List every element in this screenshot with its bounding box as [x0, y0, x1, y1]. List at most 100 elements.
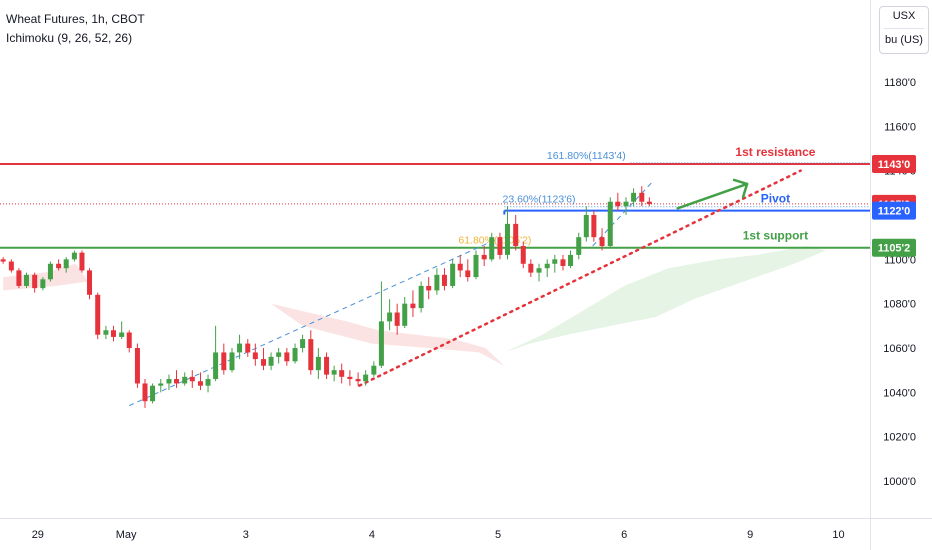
price-tick-label: 1060'0: [883, 343, 916, 355]
symbol-title[interactable]: Wheat Futures, 1h, CBOT: [6, 12, 145, 26]
candle-body-up: [505, 223, 510, 255]
candle-body-up: [292, 348, 298, 362]
candle-body-down: [426, 285, 432, 291]
time-axis[interactable]: 29 May 3 4 5 6 9 10: [0, 518, 932, 550]
candle-body-down: [16, 270, 22, 286]
annotations: 1st resistance Pivot 1st support: [735, 145, 815, 243]
time-tick-label: 4: [369, 529, 375, 541]
candle-body-down: [110, 330, 116, 337]
candle-body-up: [473, 254, 479, 278]
candle-body-up: [23, 274, 29, 286]
candle-body-up: [371, 365, 377, 375]
candle-body-up: [229, 352, 235, 371]
candle-body-up: [363, 374, 369, 382]
candle-body-up: [103, 330, 109, 335]
candle-body-down: [56, 263, 62, 269]
level-annotation-label: 1st resistance: [735, 145, 815, 159]
price-tag[interactable]: [872, 155, 916, 174]
candle-body-up: [268, 356, 274, 366]
candle-body-down: [591, 215, 597, 238]
candle-body-down: [497, 237, 503, 255]
candle-body-down: [457, 263, 463, 271]
currency-label[interactable]: USX: [892, 10, 916, 22]
candle-body-up: [300, 339, 306, 348]
candle-body-down: [126, 332, 132, 348]
candle-body-up: [63, 259, 69, 269]
candle-body-up: [568, 254, 574, 266]
candle-body-down: [261, 359, 267, 366]
price-tick-label: 1000'0: [883, 476, 916, 488]
candle-body-up: [450, 263, 456, 286]
price-tag[interactable]: [872, 238, 916, 257]
indicator-label[interactable]: Ichimoku (9, 26, 52, 26): [6, 31, 133, 45]
candle-body-down: [441, 274, 447, 286]
candle-body-up: [47, 263, 53, 280]
candle-body-down: [481, 254, 487, 260]
candle-body-up: [150, 385, 156, 402]
price-tick-label: 1040'0: [883, 387, 916, 399]
candle-body-up: [315, 356, 321, 371]
candle-body-down: [355, 379, 361, 382]
time-axis-background: [0, 518, 870, 550]
price-tick-label: 1160'0: [884, 121, 916, 133]
cloud-bullish-area: [504, 246, 826, 353]
currency-unit-selector[interactable]: USX bu (US): [879, 6, 929, 54]
time-tick-label: May: [116, 529, 137, 541]
candle-body-up: [489, 237, 495, 260]
candle-body-up: [40, 279, 46, 289]
candle-body-down: [95, 294, 101, 335]
price-tick-label: 1100'0: [884, 254, 916, 266]
price-axis-background: [870, 0, 932, 550]
price-tag-label: 1143'0: [878, 159, 911, 171]
candle-body-down: [347, 376, 353, 380]
time-tick-label: 9: [747, 529, 753, 541]
level-lines: [0, 163, 870, 249]
candle-body-up: [71, 252, 77, 260]
candle-body-up: [213, 352, 219, 380]
candle-body-down: [410, 303, 416, 309]
candle-body-up: [583, 215, 589, 238]
candle-body-down: [87, 270, 93, 295]
candle-body-down: [465, 270, 471, 278]
candle-body-up: [607, 201, 613, 247]
fib-level-label: 23.60%(1123'6): [503, 194, 576, 206]
candle-body-down: [0, 259, 6, 262]
candle-body-down: [528, 263, 534, 273]
candle-body-up: [536, 268, 542, 273]
candle-body-down: [615, 201, 621, 207]
time-tick-label: 10: [832, 529, 844, 541]
candle-body-up: [552, 259, 558, 264]
projection-arrow[interactable]: [676, 182, 749, 210]
support-trendline[interactable]: [358, 169, 802, 387]
fib-level-label: 161.80%(1143'4): [547, 150, 626, 162]
candle-body-down: [32, 274, 38, 289]
candle-body-down: [513, 223, 519, 247]
candle-body-down: [639, 192, 645, 202]
candle-body-down: [284, 352, 290, 362]
fib-level-label: 61.80%(1105'2): [458, 235, 531, 247]
price-tag[interactable]: [872, 201, 916, 220]
price-tick-label: 1020'0: [883, 432, 916, 444]
cloud-bearish-area: [271, 303, 505, 366]
candle-body-up: [205, 379, 211, 386]
candle-body-down: [599, 237, 605, 247]
candle-body-up: [331, 370, 337, 375]
unit-label[interactable]: bu (US): [885, 34, 923, 46]
time-tick-label: 6: [621, 529, 627, 541]
candle-body-down: [339, 370, 345, 377]
cloud-bullish-area: [598, 272, 719, 309]
price-axis[interactable]: 1180'01160'01140'01100'01080'01060'01040…: [870, 0, 932, 550]
candle-body-up: [402, 303, 408, 326]
candle-body-up: [434, 274, 440, 291]
candle-body-up: [418, 285, 424, 309]
candle-body-up: [576, 237, 582, 255]
candle-body-up: [387, 312, 393, 322]
time-tick-label: 3: [243, 529, 249, 541]
candle-body-down: [79, 252, 85, 271]
chart-legend: Wheat Futures, 1h, CBOT Ichimoku (9, 26,…: [6, 10, 145, 48]
candle-body-up: [631, 192, 637, 202]
unit-divider: [884, 28, 924, 29]
candle-body-down: [134, 348, 140, 384]
candle-body-up: [276, 352, 282, 357]
